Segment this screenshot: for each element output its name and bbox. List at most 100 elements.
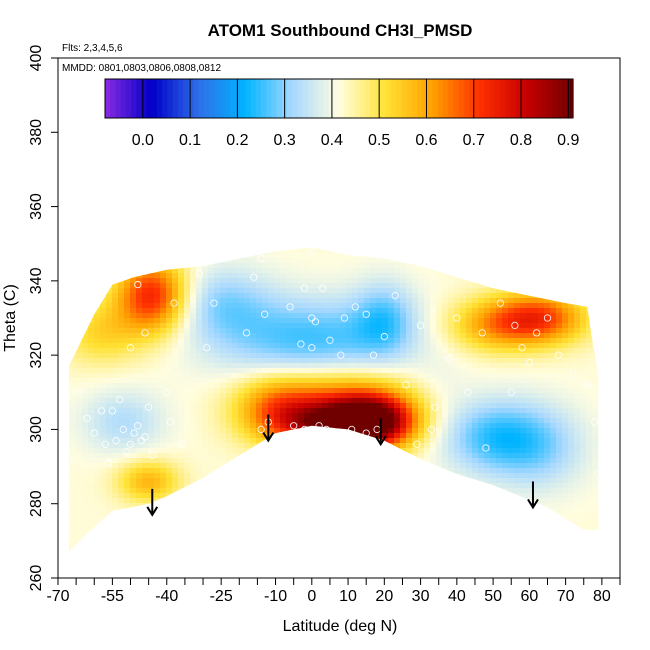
heat-cell [82, 303, 89, 309]
heat-cell [268, 463, 275, 469]
heat-cell [448, 438, 455, 444]
heat-cell [310, 343, 317, 349]
heat-cell [448, 568, 455, 574]
heat-cell [370, 493, 377, 499]
heat-cell [106, 443, 113, 449]
heat-cell [376, 453, 383, 459]
heat-cell [88, 313, 95, 319]
heat-cell [142, 263, 149, 269]
heat-cell [184, 543, 191, 549]
heat-cell [184, 363, 191, 369]
heat-cell [346, 278, 353, 284]
heat-cell [94, 378, 101, 384]
heat-cell [238, 408, 245, 414]
heat-cell [298, 403, 305, 409]
heat-cell [178, 453, 185, 459]
heat-cell [280, 253, 287, 259]
heat-cell [256, 293, 263, 299]
heat-cell [262, 558, 269, 564]
heat-cell [496, 293, 503, 299]
heat-cell [106, 538, 113, 544]
heat-cell [334, 503, 341, 509]
heat-cell [88, 508, 95, 514]
heat-cell [142, 428, 149, 434]
heat-cell [394, 293, 401, 299]
heat-cell [268, 398, 275, 404]
heat-cell [220, 368, 227, 374]
heat-cell [352, 383, 359, 389]
heat-cell [184, 468, 191, 474]
heat-cell [418, 438, 425, 444]
heat-cell [370, 473, 377, 479]
heat-cell [484, 408, 491, 414]
heat-cell [172, 383, 179, 389]
heat-cell [436, 398, 443, 404]
heat-cell [262, 268, 269, 274]
heat-cell [304, 403, 311, 409]
heat-cell [400, 488, 407, 494]
heat-cell [256, 278, 263, 284]
heat-cell [292, 538, 299, 544]
heat-cell [280, 478, 287, 484]
heat-cell [376, 518, 383, 524]
heat-cell [316, 333, 323, 339]
heat-cell [412, 263, 419, 269]
heat-cell [136, 247, 143, 249]
heat-cell [262, 463, 269, 469]
heat-cell [442, 368, 449, 374]
heat-cell [280, 333, 287, 339]
heat-cell [232, 508, 239, 514]
heat-cell [496, 373, 503, 379]
heat-cell [82, 308, 89, 314]
heat-cell [472, 358, 479, 364]
heat-cell [118, 403, 125, 409]
heat-cell [496, 548, 503, 552]
heat-cell [316, 548, 323, 552]
heat-cell [220, 568, 227, 574]
heat-cell [274, 538, 281, 544]
heat-cell [190, 273, 197, 279]
heat-cell [454, 528, 461, 534]
heat-cell [250, 358, 257, 364]
heat-cell [316, 518, 323, 524]
heat-cell [394, 423, 401, 429]
heat-cell [424, 333, 431, 339]
heat-cell [196, 418, 203, 424]
heat-cell [322, 248, 329, 254]
heat-cell [466, 248, 473, 254]
heat-cell [490, 273, 497, 279]
heat-cell [442, 568, 449, 574]
heat-cell [310, 253, 317, 259]
heat-cell [316, 448, 323, 454]
heat-cell [88, 468, 95, 474]
heat-cell [352, 247, 359, 249]
heat-cell [142, 423, 149, 429]
heat-cell [382, 248, 389, 254]
heat-cell [280, 258, 287, 264]
heat-cell [406, 253, 413, 259]
heat-cell [370, 413, 377, 419]
heat-cell [328, 518, 335, 524]
heat-cell [490, 328, 497, 334]
heat-cell [346, 408, 353, 414]
heat-cell [256, 298, 263, 304]
heat-cell [256, 368, 263, 374]
heat-cell [466, 323, 473, 329]
heat-cell [382, 288, 389, 294]
heat-cell [310, 288, 317, 294]
heat-cell [376, 413, 383, 419]
heat-cell [202, 283, 209, 289]
heat-cell [190, 383, 197, 389]
heat-cell [196, 393, 203, 399]
heat-cell [190, 513, 197, 519]
heat-cell [382, 393, 389, 399]
heat-cell [460, 293, 467, 299]
heat-cell [196, 323, 203, 329]
heat-cell [286, 238, 293, 244]
heat-cell [496, 393, 503, 399]
heat-cell [250, 423, 257, 429]
heat-cell [466, 538, 473, 544]
heat-cell [196, 478, 203, 484]
heat-cell [394, 388, 401, 394]
heat-cell [436, 488, 443, 494]
